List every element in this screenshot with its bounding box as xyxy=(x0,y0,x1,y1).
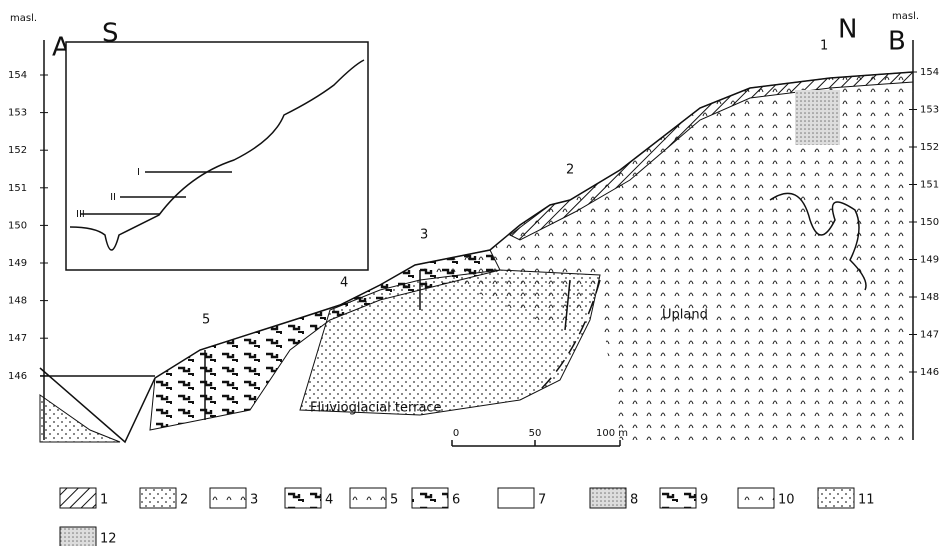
axis-label: 146 xyxy=(8,371,27,382)
axis-label: 149 xyxy=(920,255,939,266)
legend-swatch xyxy=(818,488,854,508)
inset-label: III xyxy=(76,209,85,220)
legend-swatch xyxy=(350,488,386,508)
legend-label: 9 xyxy=(700,493,708,508)
axis-label: 151 xyxy=(920,180,939,191)
axis-label: 154 xyxy=(8,70,27,81)
legend-swatch xyxy=(60,527,96,546)
legend-label: 11 xyxy=(858,493,875,508)
legend-label: 4 xyxy=(325,493,333,508)
point-b: B xyxy=(888,27,906,57)
right-unit: masl. xyxy=(892,11,919,22)
scale-label: 50 xyxy=(529,428,542,439)
terrace-layer xyxy=(300,270,600,415)
scale-label: 0 xyxy=(453,428,459,439)
profile-number: 3 xyxy=(420,228,428,243)
legend-swatch xyxy=(412,488,448,508)
upland-pit xyxy=(795,90,840,145)
profile-number: 1 xyxy=(820,39,828,54)
profile-number: 2 xyxy=(566,163,574,178)
legend-swatch xyxy=(210,488,246,508)
axis-label: 148 xyxy=(920,292,939,303)
axis-label: 152 xyxy=(8,145,27,156)
unit-label: Upland xyxy=(662,308,708,323)
legend-swatch xyxy=(660,488,696,508)
profile-number: 5 xyxy=(202,313,210,328)
axis-label: 147 xyxy=(8,333,27,344)
legend-label: 12 xyxy=(100,532,117,547)
inset-box xyxy=(66,42,368,270)
profile-number: 4 xyxy=(340,276,348,291)
legend-label: 7 xyxy=(538,493,546,508)
axis-label: 154 xyxy=(920,67,939,78)
legend-swatch xyxy=(140,488,176,508)
legend-label: 3 xyxy=(250,493,258,508)
north: N xyxy=(838,15,857,45)
legend-swatch xyxy=(498,488,534,508)
legend-label: 10 xyxy=(778,493,795,508)
scale-label: 100 m xyxy=(596,428,628,439)
legend-swatch xyxy=(60,488,96,508)
axis-label: 150 xyxy=(920,217,939,228)
legend-swatch xyxy=(738,488,774,508)
axis-label: 150 xyxy=(8,220,27,231)
legend-label: 8 xyxy=(630,493,638,508)
scale-bar xyxy=(452,440,620,446)
unit-label: Fluvioglacial terrace xyxy=(310,401,442,416)
legend-swatch xyxy=(285,488,321,508)
axis-label: 152 xyxy=(920,142,939,153)
left-unit: masl. xyxy=(10,13,37,24)
legend-label: 5 xyxy=(390,493,398,508)
legend-label: 2 xyxy=(180,493,188,508)
cross-section: 154153152151150149148147146 154153152151… xyxy=(0,0,942,546)
axis-label: 153 xyxy=(920,105,939,116)
axis-label: 149 xyxy=(8,258,27,269)
legend-label: 6 xyxy=(452,493,460,508)
axis-label: 146 xyxy=(920,367,939,378)
legend-label: 1 xyxy=(100,493,108,508)
axis-label: 153 xyxy=(8,108,27,119)
inset-label: I xyxy=(137,167,140,178)
axis-label: 148 xyxy=(8,296,27,307)
inset-label: II xyxy=(110,192,116,203)
axis-label: 151 xyxy=(8,183,27,194)
legend-swatch xyxy=(590,488,626,508)
left-axis-labels: 154 153 152 151 150 149 148 147 146 xyxy=(8,70,48,382)
axis-label: 147 xyxy=(920,330,939,341)
